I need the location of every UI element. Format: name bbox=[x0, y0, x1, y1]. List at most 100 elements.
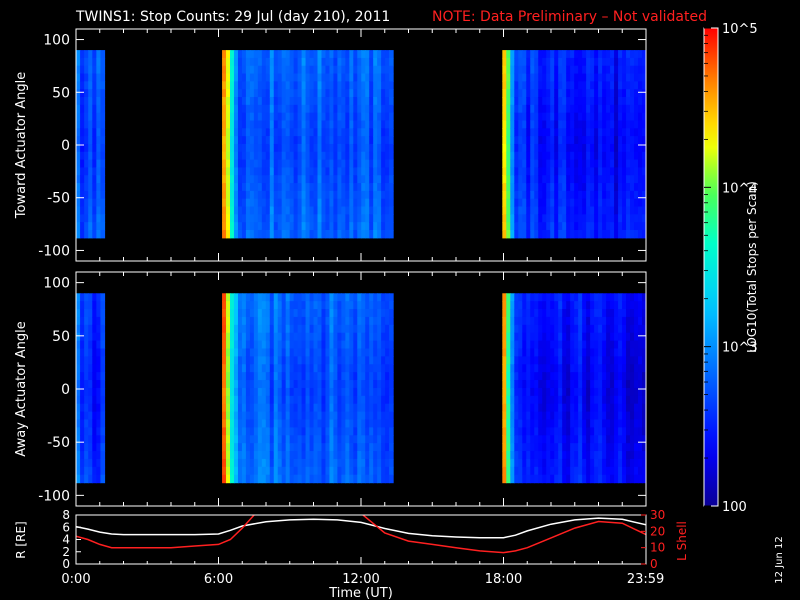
heatmap-cell bbox=[237, 466, 243, 476]
heatmap-cell bbox=[618, 419, 623, 428]
heatmap-cell bbox=[598, 458, 603, 468]
heatmap-cell bbox=[329, 466, 335, 476]
heatmap-cell bbox=[349, 301, 354, 310]
heatmap-cell bbox=[293, 324, 299, 334]
heatmap-cell bbox=[377, 175, 382, 184]
heatmap-cell bbox=[574, 332, 579, 342]
heatmap-cell bbox=[321, 451, 327, 460]
heatmap-cell bbox=[353, 411, 358, 421]
heatmap-cell bbox=[257, 97, 263, 106]
heatmap-cell bbox=[337, 387, 342, 397]
heatmap-cell bbox=[245, 104, 251, 114]
heatmap-cell bbox=[293, 348, 299, 357]
heatmap-cell bbox=[638, 190, 643, 200]
heatmap-cell bbox=[594, 167, 599, 176]
heatmap-cell bbox=[522, 73, 527, 82]
heatmap-cell bbox=[357, 395, 362, 405]
heatmap-cell bbox=[385, 190, 390, 200]
heatmap-cell bbox=[558, 451, 563, 460]
heatmap-cell bbox=[598, 190, 603, 200]
heatmap-cell bbox=[546, 466, 551, 476]
heatmap-cell bbox=[518, 120, 523, 129]
heatmap-cell bbox=[562, 151, 567, 161]
heatmap-cell bbox=[514, 143, 519, 153]
heatmap-cell bbox=[506, 229, 511, 239]
heatmap-cell bbox=[265, 411, 271, 421]
heatmap-cell bbox=[626, 112, 631, 122]
heatmap-cell bbox=[582, 403, 587, 413]
heatmap-cell bbox=[245, 332, 251, 342]
heatmap-cell bbox=[598, 89, 603, 98]
heatmap-cell bbox=[337, 104, 342, 114]
heatmap-cell bbox=[582, 474, 587, 484]
heatmap-cell bbox=[301, 167, 307, 176]
heatmap-cell bbox=[522, 206, 527, 215]
heatmap-cell bbox=[530, 372, 535, 381]
heatmap-cell bbox=[257, 458, 263, 468]
heatmap-cell bbox=[558, 206, 563, 215]
heatmap-cell bbox=[542, 50, 547, 59]
heatmap-cell bbox=[538, 73, 543, 82]
y-tick-label: 0 bbox=[61, 382, 70, 398]
heatmap-cell bbox=[578, 89, 583, 98]
heatmap-cell bbox=[578, 57, 583, 67]
heatmap-cell bbox=[566, 73, 571, 82]
heatmap-cell bbox=[230, 190, 235, 200]
heatmap-cell bbox=[550, 316, 555, 326]
heatmap-cell bbox=[634, 332, 639, 342]
heatmap-cell bbox=[230, 159, 235, 169]
heatmap-cell bbox=[626, 222, 631, 231]
heatmap-cell bbox=[233, 293, 239, 302]
heatmap-cell bbox=[538, 411, 543, 421]
heatmap-cell bbox=[230, 364, 235, 373]
heatmap-cell bbox=[626, 364, 631, 373]
heatmap-cell bbox=[357, 316, 362, 326]
heatmap-cell bbox=[582, 293, 587, 302]
heatmap-cell bbox=[574, 293, 579, 302]
heatmap-cell bbox=[305, 206, 311, 215]
heatmap-cell bbox=[598, 183, 603, 192]
heatmap-cell bbox=[381, 356, 386, 365]
heatmap-cell bbox=[285, 222, 291, 231]
heatmap-cell bbox=[353, 466, 358, 476]
heatmap-cell bbox=[502, 387, 507, 397]
heatmap-cell bbox=[522, 136, 527, 145]
heatmap-cell bbox=[389, 427, 394, 436]
heatmap-cell bbox=[634, 175, 639, 184]
heatmap-cell bbox=[265, 97, 271, 106]
heatmap-cell bbox=[257, 403, 263, 413]
heatmap-cell bbox=[389, 316, 394, 326]
heatmap-cell bbox=[253, 356, 259, 365]
heatmap-cell bbox=[317, 190, 323, 200]
heatmap-cell bbox=[590, 474, 595, 484]
heatmap-cell bbox=[345, 183, 350, 192]
heatmap-cell bbox=[634, 50, 639, 59]
heatmap-cell bbox=[297, 73, 303, 82]
heatmap-cell bbox=[277, 175, 283, 184]
heatmap-cell bbox=[586, 73, 591, 82]
heatmap-cell bbox=[88, 474, 93, 484]
heatmap-cell bbox=[578, 112, 583, 122]
heatmap-cell bbox=[253, 65, 259, 75]
heatmap-cell bbox=[518, 316, 523, 326]
heatmap-cell bbox=[241, 348, 247, 357]
heatmap-cell bbox=[614, 120, 619, 129]
heatmap-cell bbox=[606, 65, 611, 75]
heatmap-cell bbox=[586, 112, 591, 122]
heatmap-cell bbox=[84, 198, 89, 208]
heatmap-cell bbox=[277, 206, 283, 215]
heatmap-cell bbox=[297, 474, 303, 484]
heatmap-cell bbox=[273, 167, 279, 176]
heatmap-cell bbox=[361, 50, 366, 59]
heatmap-cell bbox=[550, 340, 555, 350]
heatmap-cell bbox=[590, 222, 595, 231]
heatmap-cell bbox=[269, 419, 275, 428]
heatmap-cell bbox=[100, 128, 106, 137]
heatmap-cell bbox=[594, 395, 599, 405]
heatmap-cell bbox=[626, 419, 631, 428]
heatmap-cell bbox=[281, 411, 287, 421]
heatmap-cell bbox=[566, 309, 571, 318]
heatmap-cell bbox=[281, 183, 287, 192]
heatmap-cell bbox=[626, 104, 631, 114]
heatmap-cell bbox=[313, 324, 319, 334]
